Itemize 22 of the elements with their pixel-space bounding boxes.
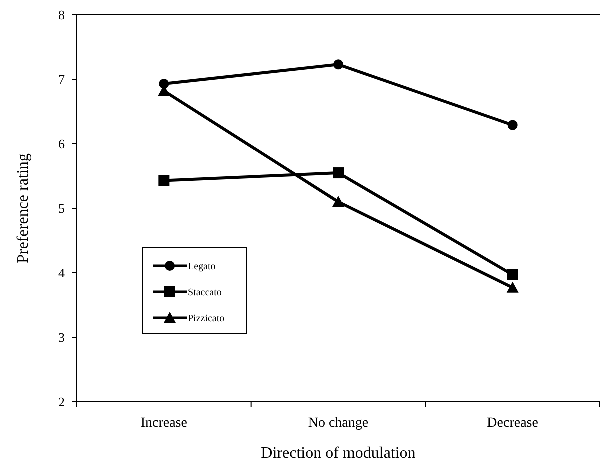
y-tick-label: 8 bbox=[58, 8, 65, 23]
x-tick-label: Decrease bbox=[487, 416, 538, 431]
point bbox=[333, 168, 344, 179]
y-tick-label: 7 bbox=[58, 72, 66, 88]
point bbox=[507, 269, 518, 280]
y-axis-title: Preference rating bbox=[15, 154, 32, 264]
point bbox=[506, 282, 519, 293]
legend-label: Pizzicato bbox=[188, 314, 225, 324]
x-tick-label: Increase bbox=[140, 416, 188, 431]
y-tick-label: 6 bbox=[58, 136, 66, 152]
point bbox=[158, 175, 170, 186]
y-tick-label: 5 bbox=[58, 201, 65, 216]
y-tick-label: 2 bbox=[58, 394, 65, 410]
legend-label: Legato bbox=[188, 262, 216, 272]
point bbox=[508, 120, 518, 130]
x-tick-label: No change bbox=[308, 416, 369, 431]
y-tick-label: 3 bbox=[58, 330, 65, 346]
x-axis-title: Direction of modulation bbox=[261, 445, 416, 462]
y-tick-label: 4 bbox=[58, 266, 66, 281]
legend-label: Staccato bbox=[188, 288, 222, 298]
point bbox=[332, 196, 344, 208]
point bbox=[334, 60, 344, 70]
